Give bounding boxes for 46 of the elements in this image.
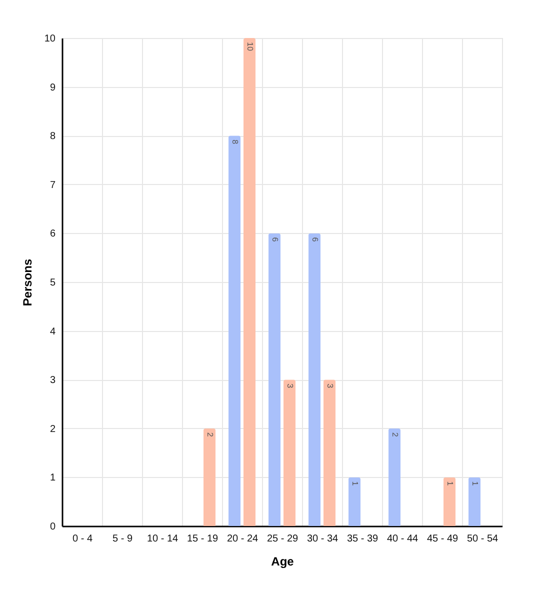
bar	[268, 233, 280, 526]
bar	[244, 38, 256, 526]
y-tick-label: 6	[50, 228, 56, 240]
y-tick-label: 7	[50, 180, 56, 191]
y-tick-label: 9	[50, 82, 56, 94]
y-tick-label: 2	[50, 424, 56, 435]
y-tick-label: 4	[50, 326, 56, 338]
data-label: 2	[390, 432, 400, 438]
x-tick-label: 25 - 29	[266, 534, 298, 544]
data-label: 1	[470, 481, 480, 486]
x-tick-label: 35 - 39	[346, 534, 378, 544]
data-label: 6	[310, 237, 320, 242]
data-label: 8	[230, 140, 240, 145]
bar	[444, 477, 456, 526]
x-tick-label: 10 - 14	[146, 534, 178, 544]
bar	[284, 380, 296, 526]
x-tick-label: 5 - 9	[112, 534, 133, 544]
y-tick-label: 3	[50, 375, 56, 386]
data-label: 3	[326, 384, 335, 389]
x-tick-label: 20 - 24	[226, 534, 258, 544]
y-tick-label: 8	[50, 131, 56, 142]
y-tick-label: 5	[50, 278, 56, 288]
x-tick-label: 40 - 44	[386, 534, 418, 544]
x-tick-label: 45 - 49	[426, 534, 458, 544]
data-label: 2	[206, 432, 215, 438]
data-label: 3	[286, 384, 295, 389]
y-tick-label: 1	[50, 472, 56, 484]
bar	[308, 233, 320, 526]
bar	[324, 380, 336, 526]
x-tick-label: 50 - 54	[466, 534, 498, 544]
data-label: 10	[246, 42, 255, 52]
data-label: 1	[446, 481, 455, 486]
data-label: 1	[350, 481, 360, 486]
data-label: 6	[270, 237, 280, 242]
y-tick-label: 10	[44, 34, 56, 44]
x-tick-label: 0 - 4	[72, 534, 93, 544]
y-tick-label: 0	[50, 522, 56, 532]
x-axis-title: Age	[271, 554, 294, 568]
bar	[228, 136, 240, 526]
bar	[204, 428, 216, 526]
bar	[468, 477, 480, 526]
y-axis-title: Persons	[20, 258, 34, 306]
x-tick-label: 30 - 34	[306, 534, 338, 544]
bar	[348, 477, 360, 526]
bar	[388, 428, 400, 526]
x-tick-label: 15 - 19	[186, 534, 218, 544]
